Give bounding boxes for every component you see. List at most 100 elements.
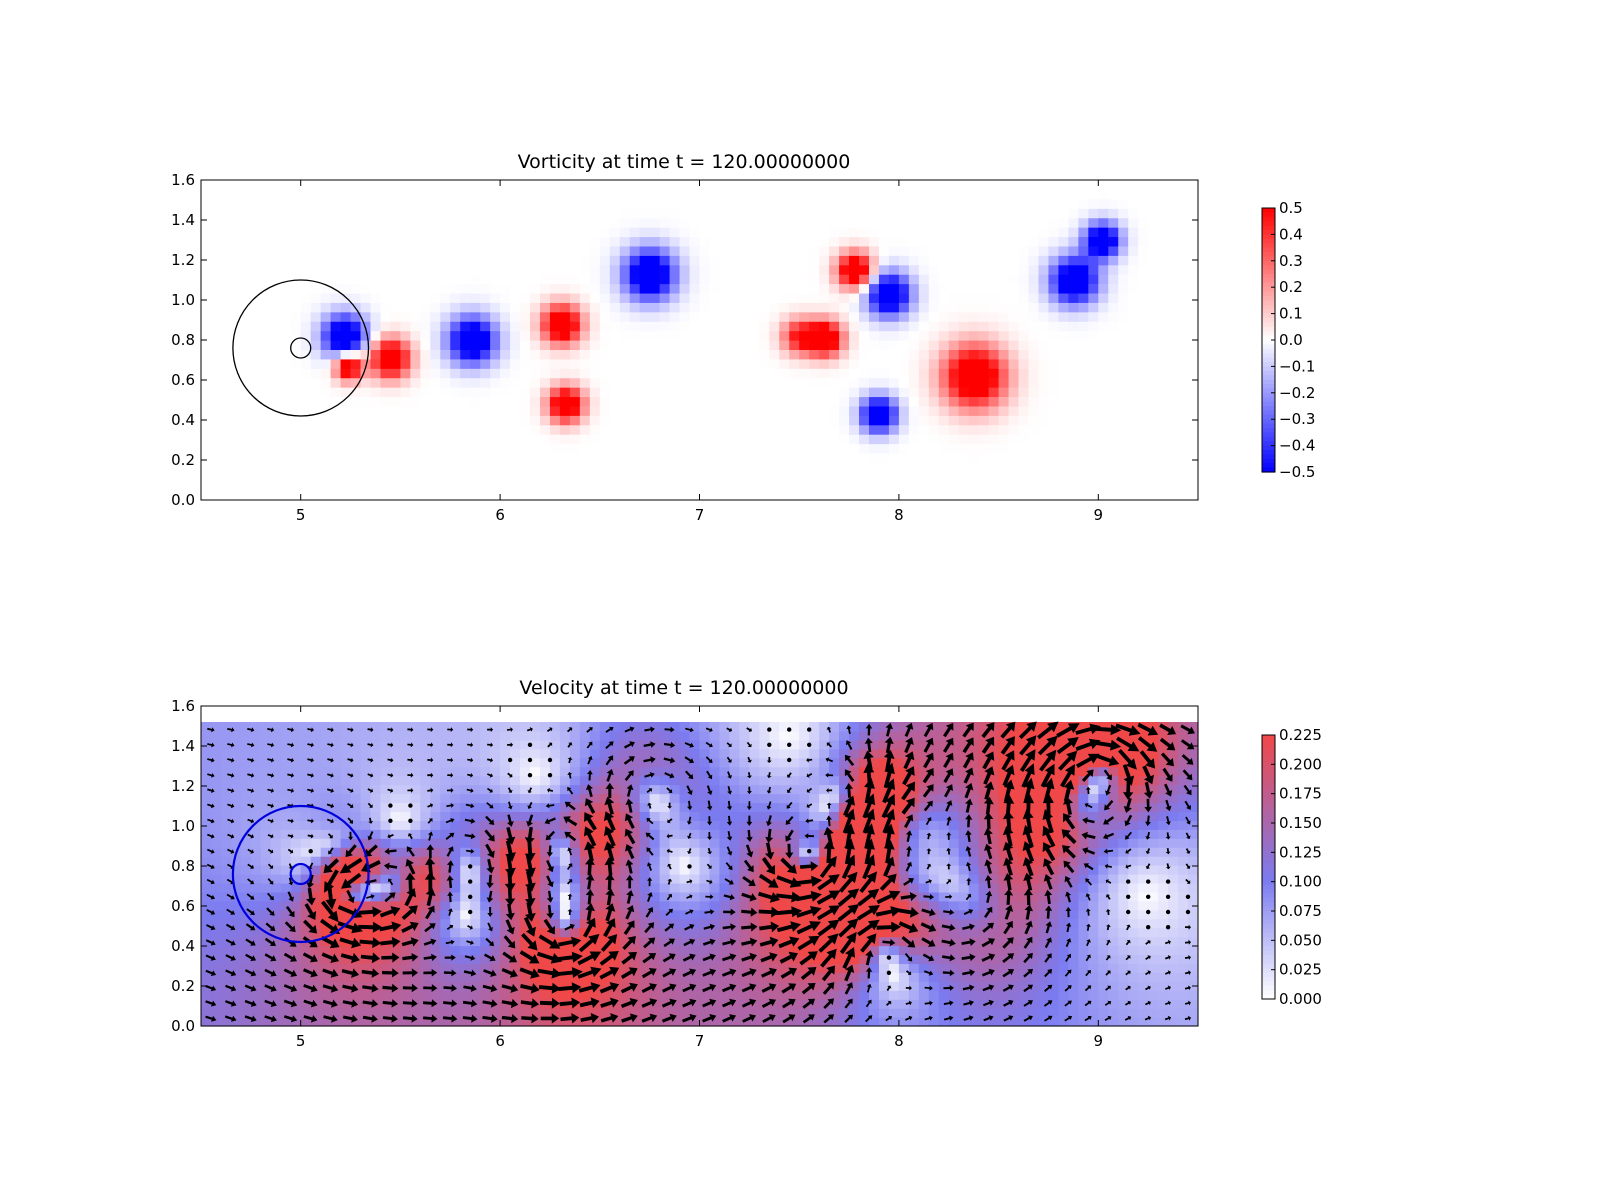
- velocity-field-cell: [220, 865, 232, 875]
- vorticity-field-cell: [320, 424, 332, 435]
- vorticity-field-cell: [689, 198, 701, 209]
- vorticity-field-cell: [260, 236, 272, 247]
- vorticity-colorbar-segment: [1262, 406, 1275, 411]
- velocity-field-cell: [460, 1017, 471, 1027]
- vorticity-field-cell: [779, 377, 790, 388]
- vorticity-field-cell: [659, 255, 671, 266]
- vorticity-field-cell: [1008, 490, 1020, 501]
- vorticity-field-cell: [1078, 368, 1089, 379]
- vorticity-field-cell: [270, 189, 282, 200]
- velocity-field-cell: [310, 918, 322, 929]
- velocity-field-cell: [380, 748, 392, 759]
- vorticity-field-cell: [589, 245, 601, 256]
- velocity-field-cell: [240, 990, 252, 1000]
- vorticity-colorbar-segment: [1262, 291, 1275, 297]
- vorticity-field-cell: [260, 490, 272, 501]
- velocity-field-cell: [300, 972, 312, 982]
- vorticity-field-cell: [1068, 198, 1079, 209]
- velocity-field-cell: [400, 865, 411, 875]
- vorticity-field-cell: [998, 227, 1010, 238]
- vorticity-field-cell: [629, 198, 641, 209]
- vorticity-field-cell: [599, 340, 611, 351]
- velocity-field-cell: [380, 981, 392, 991]
- velocity-field-cell: [290, 820, 302, 830]
- vorticity-field-cell: [480, 208, 491, 219]
- velocity-field-cell: [609, 775, 621, 786]
- vorticity-field-cell: [699, 396, 711, 407]
- velocity-field-cell: [500, 1017, 511, 1027]
- vorticity-field-cell: [968, 358, 980, 369]
- vorticity-field-cell: [569, 462, 581, 473]
- velocity-field-cell: [380, 784, 392, 795]
- vorticity-field-cell: [709, 283, 721, 294]
- vorticity-field-cell: [400, 490, 411, 501]
- vorticity-field-cell: [689, 434, 701, 445]
- vorticity-field-cell: [908, 264, 920, 275]
- vorticity-field-cell: [490, 434, 501, 445]
- vorticity-field-cell: [878, 321, 890, 332]
- vorticity-field-cell: [809, 377, 820, 388]
- vorticity-field-cell: [500, 434, 511, 445]
- vorticity-field-cell: [888, 349, 900, 360]
- vorticity-field-cell: [799, 452, 810, 463]
- vorticity-field-cell: [769, 490, 780, 501]
- velocity-field-cell: [549, 793, 561, 804]
- velocity-field-cell: [330, 784, 342, 795]
- vorticity-field-cell: [1088, 377, 1099, 388]
- vorticity-field-cell: [569, 490, 581, 501]
- vorticity-field-cell: [789, 443, 800, 454]
- vorticity-field-cell: [370, 340, 382, 351]
- vorticity-field-cell: [270, 471, 282, 482]
- velocity-field-cell: [619, 856, 631, 866]
- vorticity-field-cell: [210, 358, 222, 369]
- velocity-field-cell: [510, 1017, 521, 1027]
- vorticity-field-cell: [809, 358, 820, 369]
- vorticity-field-cell: [1178, 358, 1189, 369]
- velocity-field-cell: [280, 891, 292, 902]
- velocity-field-cell: [490, 891, 501, 902]
- vorticity-field-cell: [1138, 377, 1149, 388]
- vorticity-field-cell: [859, 462, 870, 473]
- vorticity-field-cell: [749, 274, 760, 285]
- vorticity-field-cell: [938, 217, 950, 228]
- vorticity-field-cell: [609, 245, 621, 256]
- velocity-field-cell: [460, 882, 471, 893]
- velocity-field-cell: [500, 918, 511, 929]
- vorticity-field-cell: [1128, 264, 1139, 275]
- vorticity-field-cell: [1038, 424, 1050, 435]
- velocity-field-cell: [260, 775, 272, 786]
- vorticity-field-cell: [1078, 236, 1089, 247]
- vorticity-field-cell: [1138, 292, 1149, 303]
- vorticity-field-cell: [370, 471, 382, 482]
- vorticity-field-cell: [569, 387, 581, 398]
- vorticity-field-cell: [410, 387, 421, 398]
- vorticity-field-cell: [240, 434, 252, 445]
- velocity-field-cell: [619, 936, 631, 947]
- velocity-field-cell: [430, 954, 441, 965]
- velocity-field-cell: [220, 1008, 232, 1018]
- vorticity-field-cell: [530, 415, 541, 426]
- vorticity-field-cell: [938, 396, 950, 407]
- velocity-field-cell: [559, 909, 571, 920]
- vorticity-field-cell: [530, 245, 541, 256]
- vorticity-field-cell: [220, 368, 232, 379]
- vorticity-field-cell: [510, 311, 521, 322]
- velocity-field-cell: [599, 847, 611, 857]
- vorticity-field-cell: [1188, 283, 1199, 294]
- velocity-field-cell: [510, 882, 521, 893]
- vorticity-field-cell: [908, 452, 920, 463]
- velocity-field-cell: [579, 793, 591, 804]
- vorticity-field-cell: [859, 443, 870, 454]
- vorticity-field-cell: [849, 255, 860, 266]
- vorticity-field-cell: [1108, 377, 1119, 388]
- vorticity-field-cell: [819, 302, 830, 313]
- vorticity-field-cell: [908, 377, 920, 388]
- vorticity-field-cell: [749, 462, 760, 473]
- velocity-field-cell: [240, 945, 252, 956]
- vorticity-field-cell: [948, 358, 960, 369]
- vorticity-field-cell: [878, 415, 890, 426]
- vorticity-field-cell: [430, 481, 441, 492]
- vorticity-field-cell: [539, 452, 551, 463]
- vorticity-field-cell: [1068, 217, 1079, 228]
- vorticity-field-cell: [330, 471, 342, 482]
